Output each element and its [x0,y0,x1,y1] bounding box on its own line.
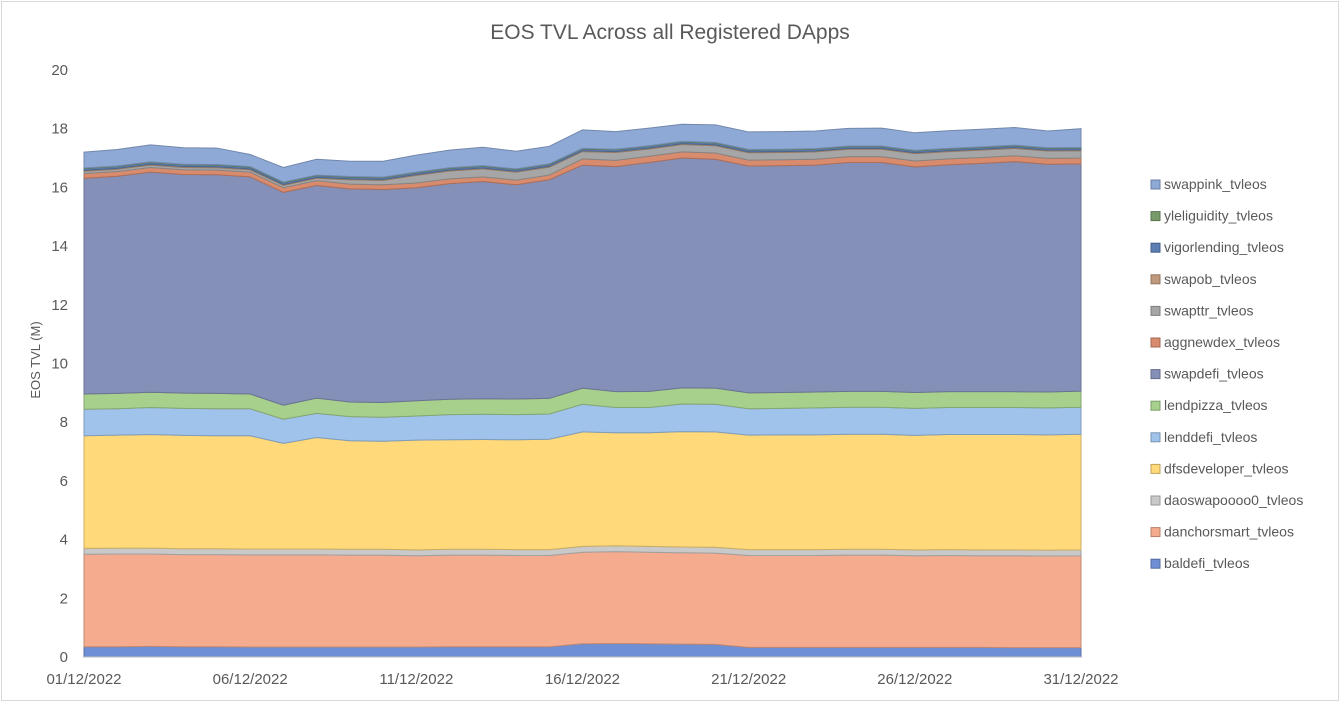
legend-item: swappink_tvleos [1150,176,1267,192]
y-tick-label: 20 [51,62,68,79]
x-axis: 01/12/2022 06/12/2022 11/12/2022 16/12/2022… [46,656,1119,688]
y-tick-label: 2 [60,590,68,607]
y-tick-label: 18 [51,121,68,138]
legend-swatch [1150,337,1161,348]
legend-item: danchorsmart_tvleos [1150,524,1294,540]
y-tick-label: 14 [51,238,68,255]
legend-item: lendpizza_tvleos [1150,397,1268,413]
legend-swatch [1150,558,1161,569]
legend-label: swapob_tvleos [1164,271,1257,287]
legend-swatch [1150,274,1161,285]
legend-swatch [1150,179,1161,190]
x-tick-label: 06/12/2022 [213,671,288,688]
legend-swatch [1150,400,1161,411]
x-tick-label: 16/12/2022 [545,671,620,688]
y-tick-label: 0 [60,649,68,666]
legend-item: daoswapoooo0_tvleos [1150,492,1303,508]
legend-label: swappink_tvleos [1164,176,1267,192]
legend-label: lenddefi_tvleos [1164,429,1257,445]
legend-item: vigorlending_tvleos [1150,239,1284,255]
legend: swappink_tvleos yleliguidity_tvleosvigorl… [1150,176,1303,571]
legend-label: baldefi_tvleos [1164,555,1250,571]
chart-title: EOS TVL Across all Registered DApps [490,21,850,44]
legend-swatch [1150,527,1161,538]
legend-item: baldefi_tvleos [1150,555,1250,571]
area-dfsdeveloper-tvleos [83,431,1082,551]
legend-item: lenddefi_tvleos [1150,429,1257,445]
legend-label: daoswapoooo0_tvleos [1164,492,1303,508]
legend-swatch [1150,432,1161,443]
legend-swatch [1150,211,1161,222]
y-tick-label: 4 [60,532,68,549]
legend-item: dfsdeveloper_tvleos [1150,460,1289,476]
x-tick-label: 01/12/2022 [46,671,121,688]
legend-label: yleliguidity_tvleos [1164,208,1273,224]
area-swappink-tvleos [83,123,1082,183]
legend-swatch [1150,242,1161,253]
legend-item: aggnewdex_tvleos [1150,334,1280,350]
x-tick-label: 31/12/2022 [1043,671,1118,688]
legend-swatch [1150,369,1161,380]
y-axis: 0 2 4 6 8 10 12 14 16 18 20 [51,62,68,666]
legend-item: swapdefi_tvleos [1150,366,1264,382]
legend-item: yleliguidity_tvleos [1150,208,1273,224]
legend-label: vigorlending_tvleos [1164,239,1284,255]
legend-swatch [1150,305,1161,316]
x-tick-label: 26/12/2022 [877,671,952,688]
legend-swatch [1150,495,1161,506]
x-tick-label: 21/12/2022 [711,671,786,688]
legend-label: swapttr_tvleos [1164,302,1253,318]
legend-item: swapttr_tvleos [1150,302,1253,318]
area-danchorsmart-tvleos [83,551,1082,649]
y-tick-label: 8 [60,414,68,431]
legend-label: dfsdeveloper_tvleos [1164,460,1289,476]
y-tick-label: 6 [60,473,68,490]
y-axis-label: EOS TVL (M) [28,321,43,398]
legend-label: danchorsmart_tvleos [1164,524,1294,540]
area-swapdefi-tvleos [83,157,1082,406]
legend-swatch [1150,463,1161,474]
x-tick-label: 11/12/2022 [379,671,453,688]
legend-item: swapob_tvleos [1150,271,1257,287]
series-areas [83,123,1082,658]
y-tick-label: 16 [51,179,68,196]
legend-label: lendpizza_tvleos [1164,397,1268,413]
y-tick-label: 12 [51,297,68,314]
legend-label: aggnewdex_tvleos [1164,334,1280,350]
y-tick-label: 10 [51,356,68,373]
legend-label: swapdefi_tvleos [1164,366,1264,382]
